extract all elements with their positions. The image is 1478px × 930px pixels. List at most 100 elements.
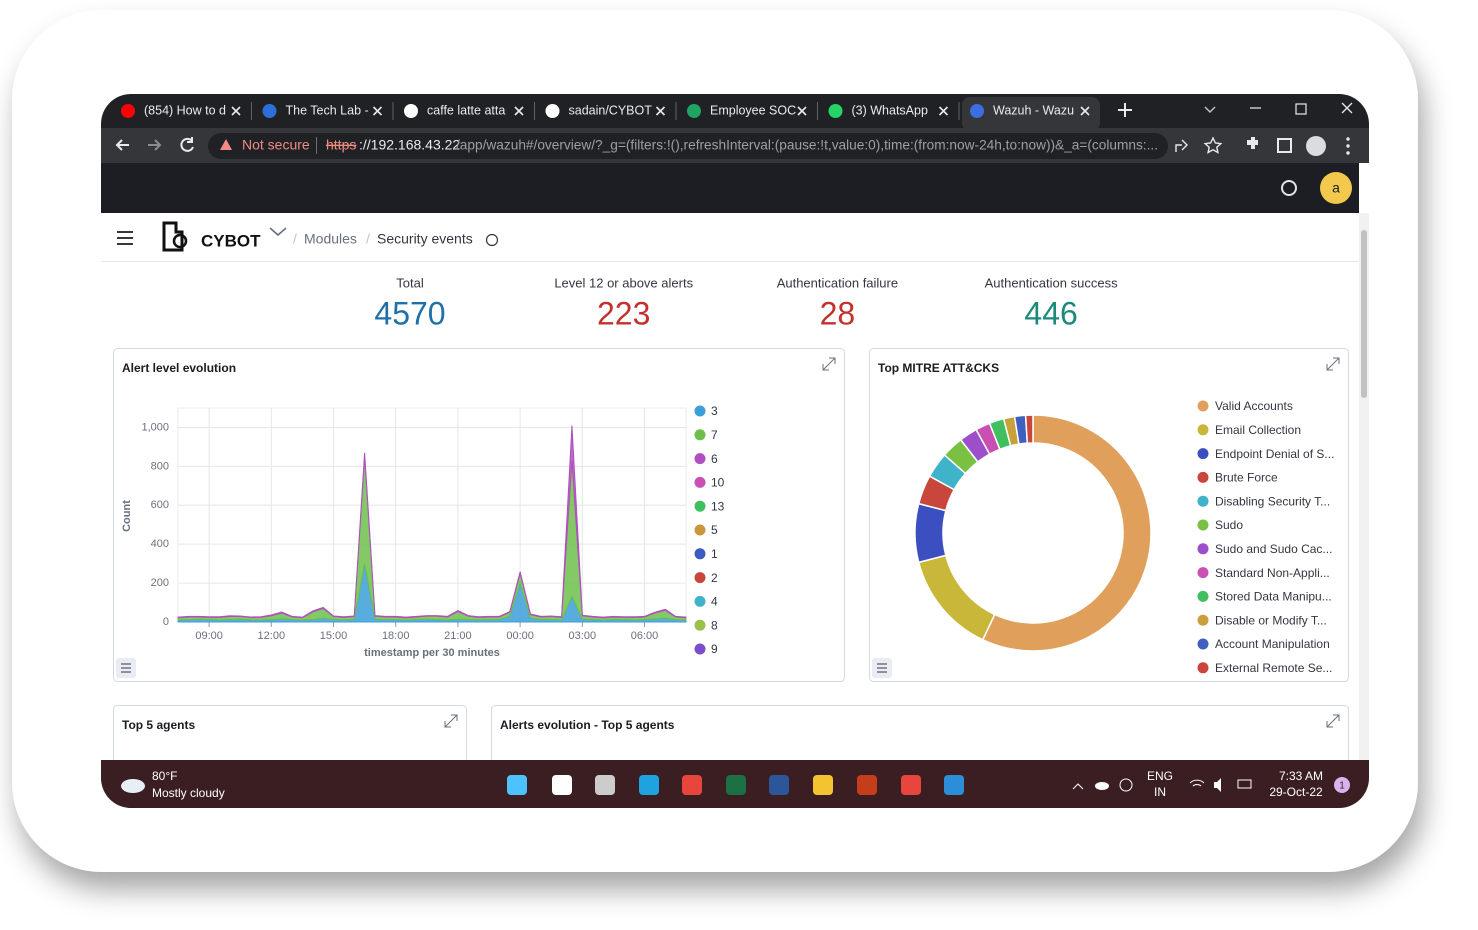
taskbar-app[interactable] (595, 775, 615, 795)
tab-search[interactable] (1204, 106, 1216, 114)
legend-label[interactable]: Valid Accounts (1215, 399, 1293, 413)
tab-close[interactable] (1080, 106, 1090, 116)
tab-title[interactable]: sadain/CYBOT (569, 103, 653, 117)
taskbar-app[interactable] (552, 775, 572, 795)
legend-label[interactable]: Endpoint Denial of S... (1215, 447, 1334, 461)
sidebar-icon[interactable] (1277, 138, 1292, 153)
volume-icon[interactable] (1214, 778, 1221, 792)
expand-icon[interactable] (444, 714, 458, 728)
tab-title[interactable]: caffe latte atta (427, 103, 505, 117)
logo-dropdown[interactable] (269, 227, 287, 237)
tab-close[interactable] (938, 106, 949, 116)
tab-close[interactable] (797, 106, 807, 116)
avatar[interactable] (1320, 172, 1352, 204)
legend-label[interactable]: 4 (711, 595, 718, 609)
hamburger-menu[interactable] (117, 231, 133, 245)
legend-swatch[interactable] (694, 405, 706, 417)
legend-label[interactable]: External Remote Se... (1215, 661, 1332, 675)
new-tab-button[interactable] (1118, 103, 1132, 117)
taskbar-app[interactable] (726, 775, 746, 795)
legend-label[interactable]: Brute Force (1215, 471, 1278, 485)
legend-swatch[interactable] (1197, 662, 1209, 674)
active-tab[interactable] (962, 97, 1100, 131)
taskbar-app[interactable] (639, 775, 659, 795)
legend-swatch[interactable] (1197, 495, 1209, 507)
donut-slice[interactable] (1024, 414, 1034, 444)
wifi-icon[interactable] (1189, 779, 1205, 787)
region[interactable]: IN (1154, 785, 1166, 799)
legend-swatch[interactable] (1197, 448, 1209, 460)
legend-swatch[interactable] (694, 619, 706, 631)
legend-swatch[interactable] (694, 643, 706, 655)
stat-value[interactable]: 28 (820, 295, 856, 331)
legend-label[interactable]: Sudo (1215, 518, 1243, 532)
expand-icon[interactable] (1326, 714, 1340, 728)
legend-swatch[interactable] (1197, 590, 1209, 602)
tab-title[interactable]: Wazuh - Wazu (993, 103, 1074, 117)
legend-label[interactable]: Stored Data Manipu... (1215, 590, 1332, 604)
legend-swatch[interactable] (694, 572, 706, 584)
legend-label[interactable]: Disable or Modify T... (1215, 613, 1327, 627)
legend-swatch[interactable] (694, 453, 706, 465)
legend-label[interactable]: Account Manipulation (1215, 637, 1330, 651)
donut-slice[interactable] (981, 414, 1152, 652)
legend-label[interactable]: Standard Non-Appli... (1215, 566, 1330, 580)
tab-close[interactable] (372, 106, 383, 116)
stat-value[interactable]: 446 (1024, 295, 1077, 331)
reload-button[interactable] (180, 137, 194, 152)
legend-swatch[interactable] (694, 500, 706, 512)
legend-swatch[interactable] (694, 595, 706, 607)
scrollbar-thumb[interactable] (1361, 230, 1367, 398)
back-button[interactable] (115, 139, 129, 151)
tab-close[interactable] (655, 106, 666, 116)
clock-date[interactable]: 29-Oct-22 (1269, 785, 1323, 799)
legend-swatch[interactable] (1197, 543, 1209, 555)
menu-icon[interactable] (1346, 137, 1350, 155)
taskbar-app[interactable] (507, 775, 527, 795)
legend-label[interactable]: 13 (711, 499, 725, 513)
breadcrumb-link[interactable]: Modules (304, 231, 357, 247)
legend-swatch[interactable] (1197, 614, 1209, 626)
omnibox[interactable] (208, 133, 1168, 159)
clock-time[interactable]: 7:33 AM (1279, 769, 1323, 783)
tab-title[interactable]: Employee SOC (710, 103, 796, 117)
legend-label[interactable]: Email Collection (1215, 423, 1301, 437)
extensions-icon[interactable] (1247, 137, 1258, 149)
tab-close[interactable] (514, 106, 524, 116)
help-icon[interactable] (1281, 180, 1297, 196)
legend-swatch[interactable] (1197, 400, 1209, 412)
legend-swatch[interactable] (1197, 638, 1209, 650)
legend-label[interactable]: 1 (711, 547, 718, 561)
sync-icon[interactable] (1119, 778, 1133, 792)
legend-swatch[interactable] (694, 548, 706, 560)
tab-title[interactable]: The Tech Lab - (286, 103, 369, 117)
close-window[interactable] (1341, 102, 1353, 114)
expand-icon[interactable] (822, 357, 836, 371)
notification-badge[interactable] (1334, 777, 1350, 793)
legend-label[interactable]: Sudo and Sudo Cac... (1215, 542, 1332, 556)
legend-label[interactable]: 9 (711, 642, 718, 656)
taskbar-app[interactable] (901, 775, 921, 795)
tray-arrow[interactable] (1072, 783, 1084, 790)
security-label[interactable]: Not secure (242, 137, 310, 153)
maximize[interactable] (1295, 103, 1307, 115)
weather-icon[interactable] (121, 779, 145, 793)
taskbar-app[interactable] (682, 775, 702, 795)
onedrive-icon[interactable] (1095, 782, 1109, 790)
tab-close[interactable] (231, 106, 241, 116)
language[interactable]: ENG (1147, 769, 1173, 783)
stat-value[interactable]: 223 (597, 295, 650, 331)
taskbar-app[interactable] (769, 775, 789, 795)
taskbar-app[interactable] (944, 775, 964, 795)
legend-swatch[interactable] (1197, 424, 1209, 436)
expand-icon[interactable] (1326, 357, 1340, 371)
share-icon[interactable] (1175, 139, 1188, 152)
legend-label[interactable]: 6 (711, 452, 718, 466)
donut-slice[interactable] (914, 502, 947, 564)
battery-icon[interactable] (1237, 779, 1252, 789)
legend-swatch[interactable] (1197, 567, 1209, 579)
legend-label[interactable]: 3 (711, 404, 718, 418)
taskbar-app[interactable] (857, 775, 877, 795)
legend-label[interactable]: 10 (711, 476, 725, 490)
legend-swatch[interactable] (694, 429, 706, 441)
